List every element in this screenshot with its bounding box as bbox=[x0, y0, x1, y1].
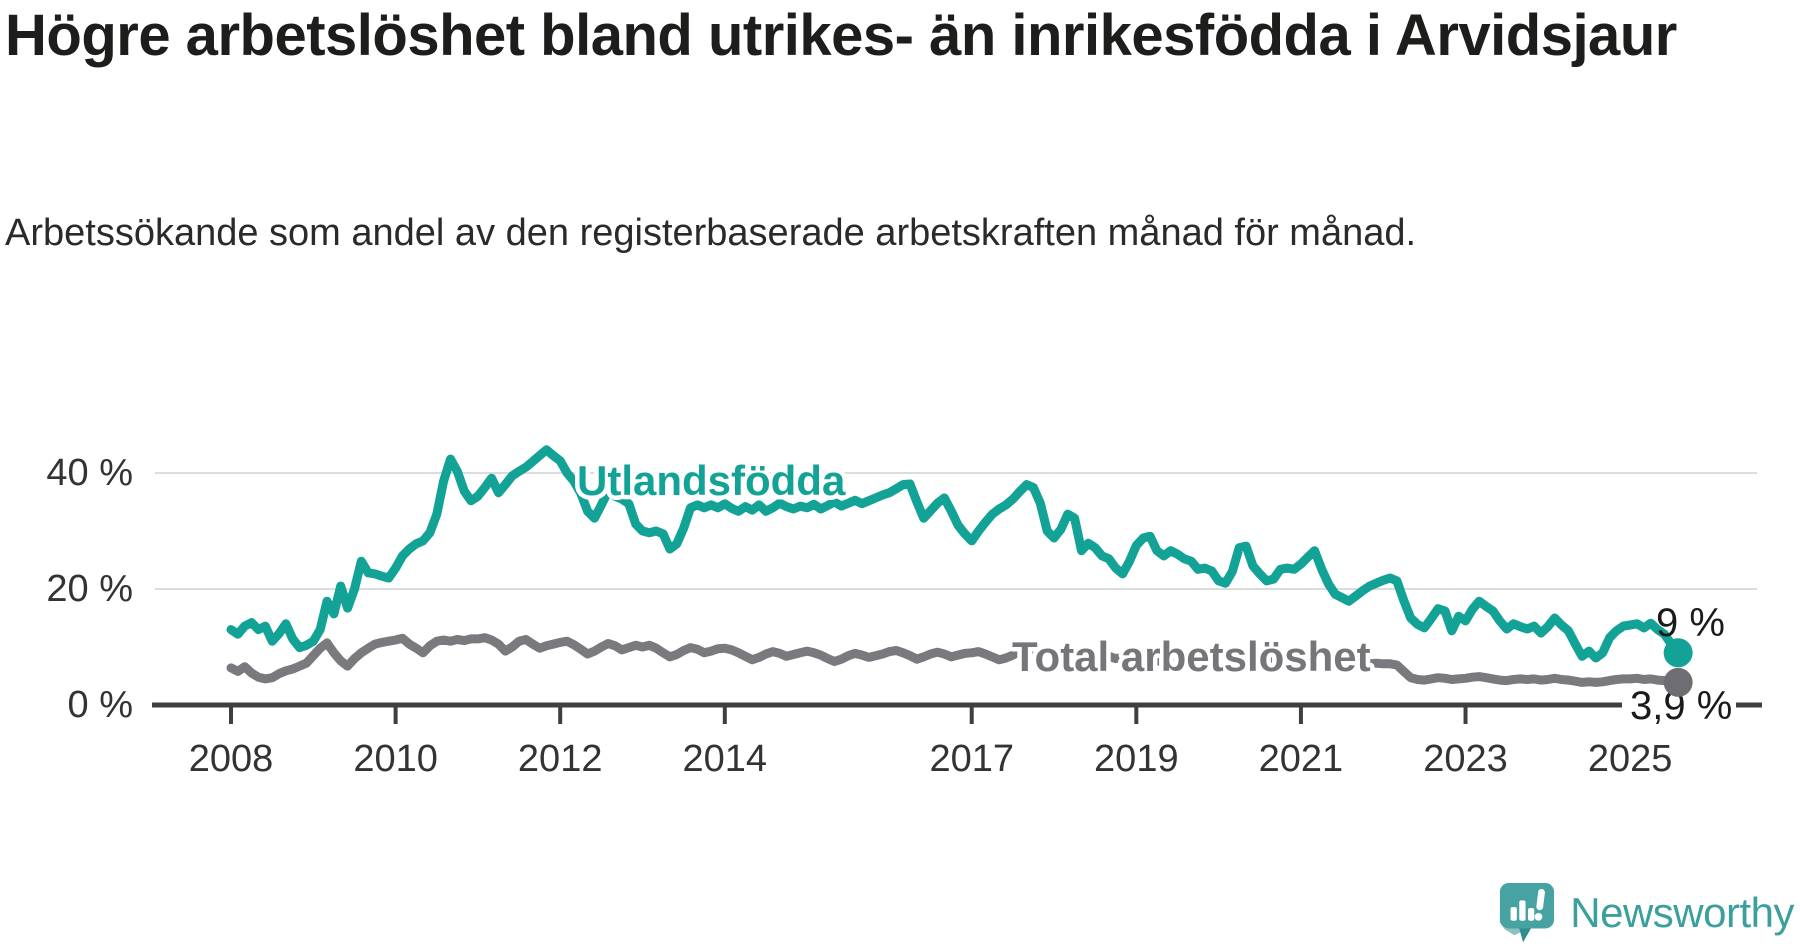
logo-exclamation-icon bbox=[1534, 888, 1546, 921]
series-line-total bbox=[226, 633, 1683, 687]
series-line-utlandsfodda bbox=[226, 445, 1683, 663]
x-axis-tick-label: 2025 bbox=[1588, 738, 1673, 780]
series-label-utlandsfodda: Utlandsfödda bbox=[577, 457, 846, 504]
x-axis-tick-label: 2023 bbox=[1423, 738, 1508, 780]
x-axis-tick-label: 2008 bbox=[189, 738, 274, 780]
x-axis-tick-label: 2012 bbox=[518, 738, 603, 780]
y-axis-tick-label: 0 % bbox=[68, 684, 133, 726]
y-axis-tick-label: 20 % bbox=[46, 568, 133, 610]
newsworthy-logo: Newsworthy bbox=[1498, 881, 1794, 944]
logo-bar-icon bbox=[1519, 900, 1526, 921]
x-axis-tick-label: 2019 bbox=[1094, 738, 1179, 780]
x-axis-tick-label: 2010 bbox=[353, 738, 438, 780]
x-axis-tick-label: 2021 bbox=[1259, 738, 1344, 780]
series-end-dot-utlandsfodda bbox=[1663, 638, 1693, 668]
newsworthy-icon bbox=[1500, 883, 1555, 942]
series-end-dot-total bbox=[1663, 667, 1693, 697]
chart-subtitle: Arbetssökande som andel av den registerb… bbox=[5, 212, 1417, 254]
end-value-label-utlandsfodda: 9 % bbox=[1656, 601, 1725, 645]
series-label-total: Total arbetslöshet bbox=[1012, 633, 1371, 680]
logo-bar-icon bbox=[1528, 908, 1535, 921]
page-title: Högre arbetslöshet bland utrikes- än inr… bbox=[5, 3, 1677, 68]
y-axis-tick-label: 40 % bbox=[46, 452, 133, 494]
logo-text: Newsworthy bbox=[1570, 888, 1794, 936]
x-axis-tick-label: 2014 bbox=[683, 738, 768, 780]
logo-bar-icon bbox=[1510, 907, 1518, 921]
x-axis-tick-label: 2017 bbox=[929, 738, 1014, 780]
